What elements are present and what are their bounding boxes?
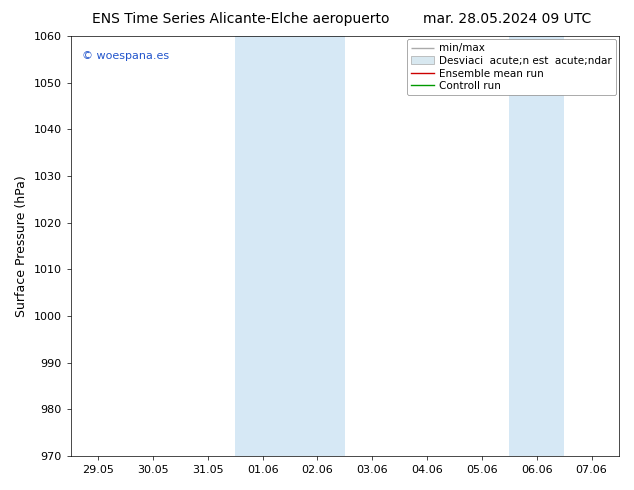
Text: © woespana.es: © woespana.es [82, 51, 169, 61]
Text: mar. 28.05.2024 09 UTC: mar. 28.05.2024 09 UTC [423, 12, 592, 26]
Y-axis label: Surface Pressure (hPa): Surface Pressure (hPa) [15, 175, 28, 317]
Bar [235, 36, 345, 456]
Text: ENS Time Series Alicante-Elche aeropuerto: ENS Time Series Alicante-Elche aeropuert… [92, 12, 390, 26]
Bar [509, 36, 564, 456]
Legend: min/max, Desviaci  acute;n est  acute;ndar, Ensemble mean run, Controll run: min/max, Desviaci acute;n est acute;ndar… [406, 39, 616, 96]
